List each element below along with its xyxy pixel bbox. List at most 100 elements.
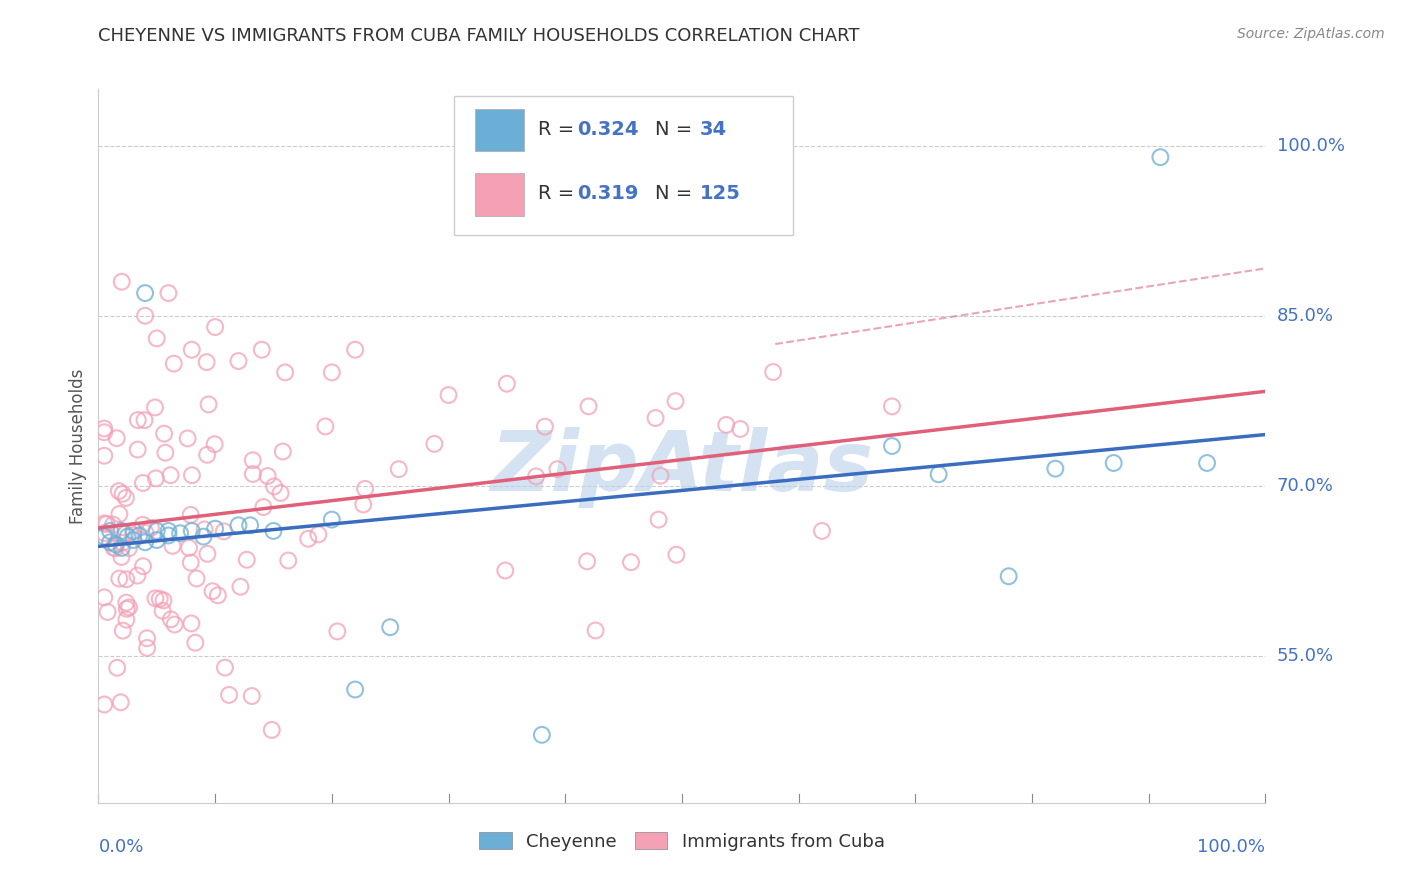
Point (177, 541, 200, 555)
Point (115, 596, 138, 610)
Point (160, 612, 183, 626)
Point (111, 524, 134, 538)
Point (115, 613, 138, 627)
Point (93, 698, 115, 712)
Point (644, 411, 666, 425)
Point (134, 413, 156, 427)
Point (546, 462, 568, 476)
Point (1045, 461, 1067, 475)
Point (139, 521, 162, 535)
Text: 70.0%: 70.0% (1277, 476, 1333, 495)
Point (297, 532, 319, 546)
Point (1102, 456, 1125, 470)
Point (115, 491, 138, 505)
Point (180, 343, 202, 357)
Point (157, 528, 180, 542)
Point (136, 640, 159, 655)
Point (117, 530, 139, 544)
Point (98, 535, 121, 549)
Point (180, 524, 202, 538)
Point (534, 419, 557, 434)
Point (665, 548, 688, 562)
Point (228, 354, 250, 368)
Point (240, 689, 263, 703)
Point (103, 541, 125, 555)
Text: 34: 34 (699, 120, 727, 138)
Point (201, 584, 224, 599)
Point (162, 539, 184, 553)
Point (928, 467, 950, 482)
Point (163, 357, 186, 371)
Point (229, 580, 252, 594)
Point (101, 517, 124, 532)
Point (262, 524, 284, 538)
Point (115, 602, 138, 616)
Point (207, 588, 229, 602)
Point (380, 620, 402, 634)
Point (1195, 456, 1218, 470)
Point (239, 518, 262, 533)
Point (530, 728, 553, 742)
Text: Source: ZipAtlas.com: Source: ZipAtlas.com (1237, 27, 1385, 41)
Point (180, 616, 202, 631)
Text: 85.0%: 85.0% (1277, 307, 1333, 325)
Point (93, 425, 115, 440)
Point (423, 437, 446, 451)
Point (197, 397, 219, 411)
Point (146, 331, 169, 345)
Legend: Cheyenne, Immigrants from Cuba: Cheyenne, Immigrants from Cuba (472, 825, 891, 858)
Point (131, 517, 153, 532)
Point (193, 530, 215, 544)
Point (344, 343, 367, 357)
Point (134, 309, 156, 323)
Point (105, 661, 128, 675)
Text: 100.0%: 100.0% (1198, 838, 1265, 856)
Point (134, 525, 156, 540)
Point (145, 591, 167, 606)
Point (236, 553, 259, 567)
Point (650, 468, 672, 483)
Point (277, 553, 299, 567)
Point (128, 528, 150, 542)
Point (578, 400, 600, 414)
Text: 55.0%: 55.0% (1277, 647, 1334, 665)
Point (181, 468, 204, 483)
Point (274, 365, 297, 379)
Point (242, 453, 264, 467)
Point (195, 355, 218, 369)
Point (176, 432, 198, 446)
Text: N =: N = (655, 120, 692, 138)
Point (118, 600, 141, 615)
Point (204, 320, 226, 334)
Point (228, 518, 250, 533)
Point (152, 604, 174, 618)
Point (326, 624, 349, 639)
Point (388, 462, 411, 476)
Text: ZipAtlas: ZipAtlas (491, 427, 873, 508)
Point (263, 479, 285, 493)
Point (762, 365, 785, 379)
Point (122, 528, 145, 542)
Point (647, 513, 669, 527)
Point (997, 569, 1019, 583)
Text: 125: 125 (699, 184, 741, 202)
Point (716, 417, 738, 432)
Text: R =: R = (538, 184, 575, 202)
Point (344, 682, 367, 697)
Point (93, 530, 115, 544)
Point (152, 593, 174, 607)
Point (180, 508, 202, 522)
Point (111, 275, 134, 289)
Point (110, 549, 132, 564)
Point (307, 527, 329, 541)
Point (108, 507, 131, 521)
FancyBboxPatch shape (475, 173, 524, 216)
Point (149, 591, 172, 606)
Point (93, 526, 115, 541)
Point (127, 413, 149, 427)
Point (218, 688, 240, 702)
Point (132, 559, 155, 574)
Point (145, 471, 167, 485)
Point (180, 556, 202, 570)
Point (96, 516, 118, 531)
